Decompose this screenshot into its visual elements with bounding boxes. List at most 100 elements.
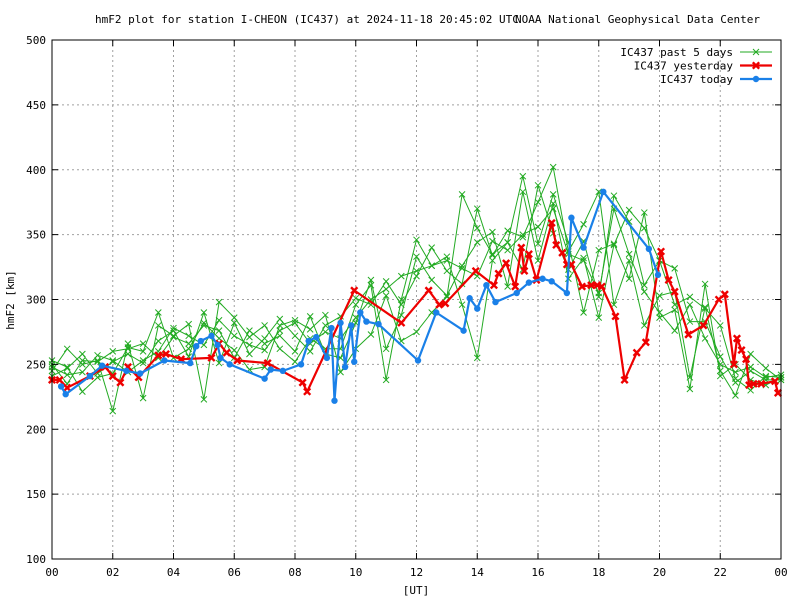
x-tick-label: 02 xyxy=(106,566,119,579)
past-5-days-point xyxy=(413,267,420,275)
y-tick-label: 200 xyxy=(26,423,46,436)
past-5-days-point xyxy=(534,257,542,264)
past-5-days-point xyxy=(595,188,603,196)
past-5-days-point xyxy=(640,288,648,296)
past-5-days-point xyxy=(473,354,481,362)
today-point xyxy=(331,397,338,404)
past-5-days-point xyxy=(671,265,679,272)
past-5-days-point xyxy=(291,332,299,340)
chart-title: hmF2 plot for station I-CHEON (IC437) at… xyxy=(95,13,519,26)
past-5-days-point xyxy=(230,332,238,340)
yesterday-point xyxy=(424,286,433,295)
past-5-days-point xyxy=(625,275,633,283)
past-5-days-point xyxy=(276,315,284,323)
y-tick-label: 300 xyxy=(26,294,46,307)
past-5-days-point xyxy=(215,316,223,324)
past-5-days-point xyxy=(79,357,86,364)
grid-lines xyxy=(52,40,781,559)
legend-label-past-5-days: IC437 past 5 days xyxy=(620,46,733,59)
past-5-days-point xyxy=(640,224,648,232)
x-tick-label: 06 xyxy=(228,566,241,579)
past-5-days-point xyxy=(200,319,208,327)
past-5-days-point xyxy=(109,357,117,364)
past-5-days-point xyxy=(595,246,603,254)
yesterday-point xyxy=(632,348,641,357)
past-5-days-point xyxy=(276,345,284,353)
past-5-days-point xyxy=(154,309,162,316)
yesterday-point xyxy=(511,282,520,291)
yesterday-point xyxy=(757,379,766,388)
yesterday-point xyxy=(577,282,587,291)
past-5-days-point xyxy=(549,163,557,171)
past-5-days-point xyxy=(261,346,268,354)
past-5-days-point xyxy=(291,348,299,355)
x-tick-label: 00 xyxy=(45,566,58,579)
past-5-days-point xyxy=(610,241,618,249)
y-tick-label: 350 xyxy=(26,229,46,242)
past-5-days-point xyxy=(428,262,436,270)
past-5-days-point xyxy=(154,322,162,329)
x-tick-label: 22 xyxy=(714,566,727,579)
past-5-days-point xyxy=(109,348,117,355)
yesterday-point xyxy=(684,330,693,339)
past-5-days-point xyxy=(640,209,648,216)
past-5-days-point xyxy=(671,306,679,314)
past-5-days-point xyxy=(489,252,496,259)
past-5-days-point xyxy=(124,345,132,353)
past-5-days-point xyxy=(534,198,542,206)
today-point xyxy=(375,320,382,328)
past-5-days-point xyxy=(504,283,511,290)
today-point xyxy=(226,361,233,368)
past-5-days-point xyxy=(443,267,451,275)
yesterday-point xyxy=(620,375,629,384)
past-5-days-point xyxy=(762,373,770,381)
today-point xyxy=(539,275,546,282)
yesterday-point xyxy=(742,355,751,364)
y-tick-label: 150 xyxy=(26,488,46,501)
today-point xyxy=(460,327,467,334)
past-5-days-point xyxy=(686,293,694,301)
yesterday-point xyxy=(641,338,650,347)
x-tick-label: 14 xyxy=(471,566,485,579)
past-5-days-point xyxy=(519,233,527,241)
past-5-days-point xyxy=(595,314,603,322)
x-tick-label: 18 xyxy=(592,566,605,579)
y-tick-label: 500 xyxy=(26,34,46,47)
past-5-days-point xyxy=(306,325,314,333)
past-5-days-point xyxy=(428,276,436,284)
past-5-days-point xyxy=(139,340,147,347)
yesterday-point xyxy=(350,286,359,295)
axis-ticks: 00 02 04 06 08 10 12 14 16 18 20 22 0010015020025030… xyxy=(26,34,788,579)
past-5-days-point xyxy=(382,376,390,384)
past-5-days-point xyxy=(534,181,542,189)
yesterday-point xyxy=(524,250,533,259)
past-5-days-point xyxy=(413,272,420,280)
past-5-days-point xyxy=(686,318,694,325)
past-5-days-point xyxy=(230,346,238,354)
past-5-days-point xyxy=(732,392,739,399)
past-5-days-point xyxy=(170,333,177,341)
past-5-days-point xyxy=(443,292,451,299)
today-point xyxy=(341,363,349,371)
past-5-days-point xyxy=(291,319,299,327)
x-tick-label: 20 xyxy=(653,566,666,579)
past-5-days-point xyxy=(63,364,71,372)
past-5-days-point xyxy=(489,237,496,245)
yesterday-point xyxy=(263,359,272,368)
past-5-days-point xyxy=(504,239,511,246)
x-axis-label: [UT] xyxy=(403,584,430,597)
past-5-days-point xyxy=(124,350,132,358)
today-point xyxy=(414,357,422,364)
past-5-days-point xyxy=(94,357,101,364)
past-5-days-point xyxy=(261,340,268,347)
yesterday-point xyxy=(611,312,620,321)
yesterday-point xyxy=(670,287,679,296)
yesterday-point xyxy=(471,266,480,276)
past-5-days-point xyxy=(519,172,527,180)
today-point xyxy=(323,354,331,362)
x-tick-label: 00 xyxy=(774,566,787,579)
past-5-days-point xyxy=(504,246,511,254)
today-point xyxy=(645,245,653,253)
past-5-days-point xyxy=(352,301,360,309)
yesterday-point xyxy=(714,295,723,304)
